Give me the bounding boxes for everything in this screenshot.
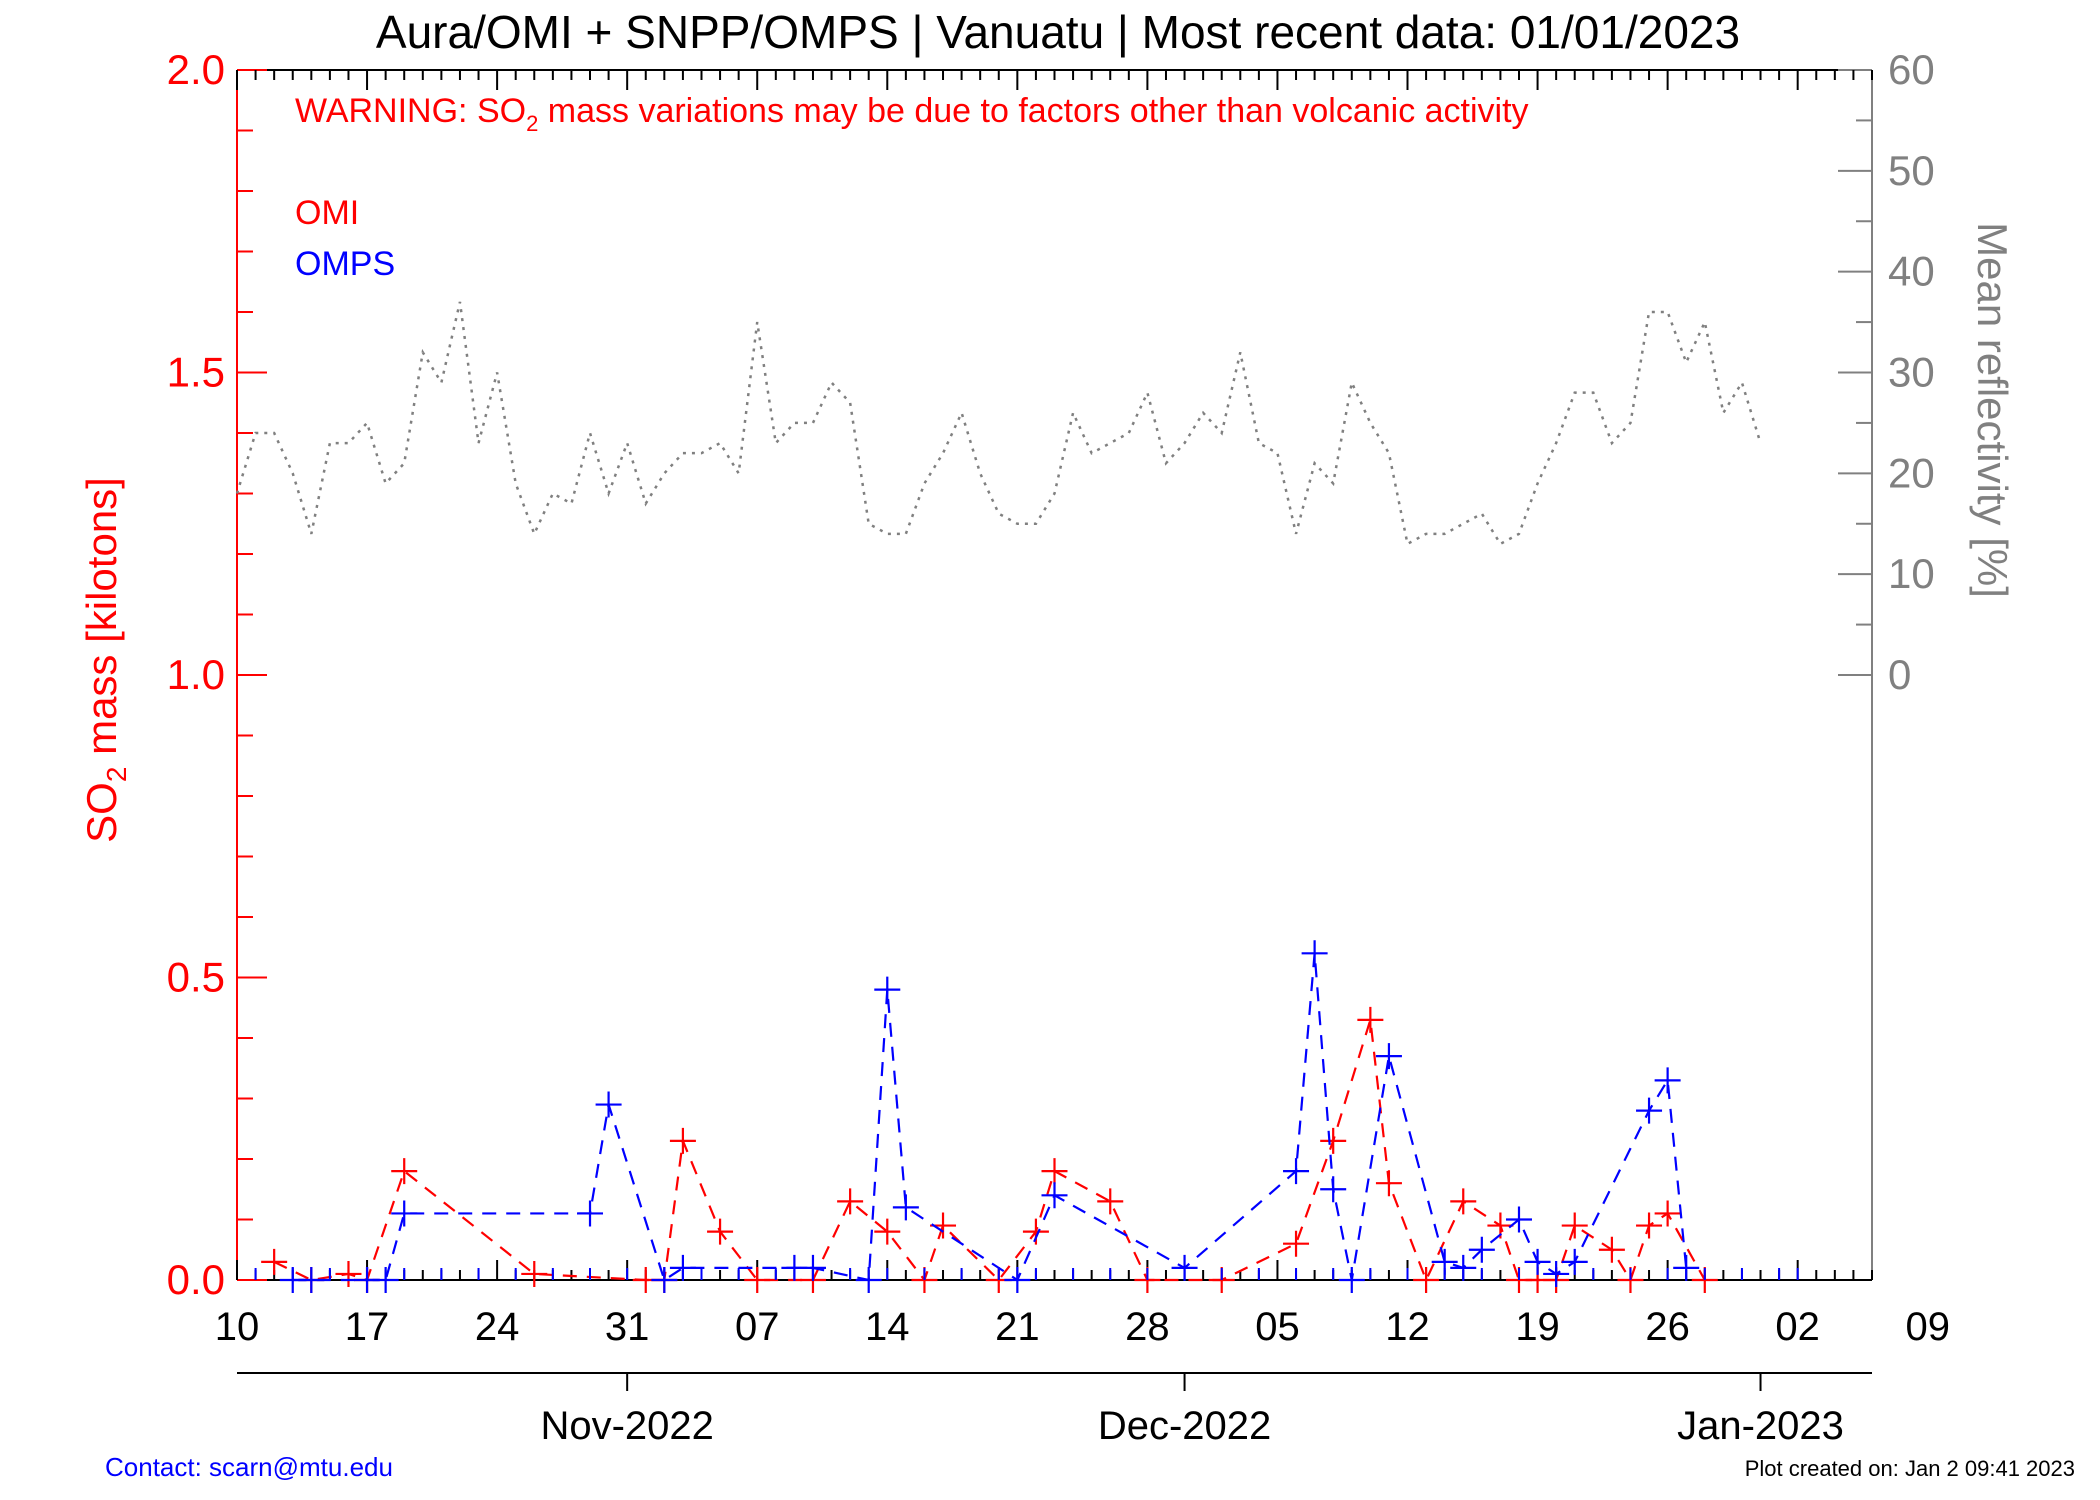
footer-contact: Contact: scarn@mtu.edu [105, 1452, 393, 1482]
omps-marker [1636, 1097, 1663, 1124]
x-tick-label: 02 [1775, 1305, 1820, 1349]
y-axis-left-label-part-2: mass [kilotons] [78, 477, 125, 766]
omi-series [261, 1006, 1718, 1293]
y-right-tick-label: 40 [1888, 248, 1935, 295]
chart-title: Aura/OMI + SNPP/OMPS | Vanuatu | Most re… [376, 6, 1740, 58]
axes-layer: 0.0 0.5 1.0 1.5 2.0 0 10 20 30 40 50 60 10 17 24 31 07 14… [167, 46, 1950, 1448]
y-right-tick-label: 50 [1888, 147, 1935, 194]
omps-line [292, 953, 1688, 1282]
omi-marker [1097, 1188, 1124, 1215]
y-left-tick-label: 0.0 [167, 1256, 225, 1303]
omps-marker [874, 976, 901, 1003]
omps-marker [1654, 1067, 1681, 1094]
y-right-tick-label: 10 [1888, 550, 1935, 597]
x-tick-label: 24 [475, 1305, 520, 1349]
footer-created: Plot created on: Jan 2 09:41 2023 [1745, 1456, 2075, 1481]
y-axis-left-label: SO2 mass [kilotons] [78, 477, 132, 843]
y-left-tick-label: 0.5 [167, 954, 225, 1001]
y-right-tick-label: 20 [1888, 449, 1935, 496]
omi-marker [1654, 1200, 1681, 1227]
omps-marker [855, 1267, 882, 1293]
omps-marker [1561, 1248, 1588, 1275]
omi-marker [1357, 1006, 1384, 1033]
omps-marker [595, 1091, 622, 1118]
x-tick-label: 31 [605, 1305, 650, 1349]
omps-marker [577, 1200, 604, 1227]
omi-marker [521, 1260, 548, 1287]
omi-marker [1283, 1230, 1310, 1257]
omi-marker [1561, 1212, 1588, 1239]
omi-marker [874, 1218, 901, 1245]
omi-marker [1598, 1236, 1625, 1263]
month-tick-label: Nov-2022 [540, 1404, 713, 1448]
omi-marker [1375, 1170, 1402, 1197]
legend-omi: OMI [295, 194, 359, 232]
omi-marker [669, 1127, 696, 1154]
omi-marker [707, 1218, 734, 1245]
legend-omps: OMPS [295, 245, 395, 283]
y-axis-right-label-text: Mean reflectivity [%] [1969, 222, 2016, 598]
omi-marker [335, 1260, 362, 1287]
y-right-tick-label: 60 [1888, 46, 1935, 93]
x-tick-label: 09 [1905, 1305, 1950, 1349]
omi-marker [1636, 1212, 1663, 1239]
y-axis-right-label: Mean reflectivity [%] [1969, 222, 2016, 598]
x-tick-label: 26 [1645, 1305, 1690, 1349]
reflectivity-series [235, 301, 1762, 546]
x-tick-label: 12 [1385, 1305, 1430, 1349]
month-tick-label: Dec-2022 [1098, 1404, 1271, 1448]
omps-marker [372, 1267, 399, 1293]
omps-marker [391, 1200, 418, 1227]
x-tick-label: 10 [215, 1305, 260, 1349]
omi-marker [837, 1188, 864, 1215]
omps-marker [1450, 1254, 1477, 1281]
omi-line [273, 1019, 1706, 1283]
omps-marker [1004, 1267, 1031, 1293]
omi-marker [1413, 1267, 1440, 1293]
y-axis-left-label-part-1: SO [78, 782, 125, 843]
omps-marker [1283, 1158, 1310, 1185]
x-tick-label: 19 [1515, 1305, 1560, 1349]
y-axis-left-label-subscript: 2 [101, 767, 132, 783]
omps-marker [669, 1254, 696, 1281]
omps-marker [1524, 1248, 1551, 1275]
y-left-tick-label: 1.5 [167, 349, 225, 396]
omi-marker [744, 1267, 771, 1293]
omps-marker [1505, 1206, 1532, 1233]
omps-marker [1673, 1254, 1700, 1281]
warning-text: WARNING: SO2 mass variations may be due … [295, 92, 1529, 136]
x-tick-label: 28 [1125, 1305, 1170, 1349]
y-left-tick-label: 2.0 [167, 46, 225, 93]
y-right-tick-label: 30 [1888, 349, 1935, 396]
omps-marker [1375, 1043, 1402, 1070]
omps-marker [1320, 1176, 1347, 1203]
x-tick-label: 05 [1255, 1305, 1300, 1349]
omps-marker [1338, 1267, 1365, 1293]
warning-text-part-2: mass variations may be due to factors ot… [538, 92, 1528, 130]
x-tick-label: 14 [865, 1305, 910, 1349]
omi-marker [1320, 1127, 1347, 1154]
y-left-tick-label: 1.0 [167, 651, 225, 698]
omi-marker [261, 1248, 288, 1275]
omi-marker [1450, 1188, 1477, 1215]
omps-marker [1468, 1236, 1495, 1263]
warning-subscript: 2 [526, 111, 538, 136]
mean-reflectivity-line [235, 301, 1762, 546]
x-tick-label: 07 [735, 1305, 780, 1349]
omps-marker [298, 1267, 325, 1293]
omi-marker [1022, 1218, 1049, 1245]
x-tick-label: 21 [995, 1305, 1040, 1349]
x-tick-label: 17 [345, 1305, 390, 1349]
omps-marker [1041, 1182, 1068, 1209]
omps-marker [1301, 940, 1328, 967]
omps-series [254, 940, 1799, 1293]
y-axis-left-label-text: SO2 mass [kilotons] [78, 477, 132, 843]
omi-marker [391, 1158, 418, 1185]
y-right-tick-label: 0 [1888, 651, 1911, 698]
warning-text-part-1: WARNING: SO [295, 92, 526, 130]
omi-marker [1041, 1158, 1068, 1185]
month-tick-label: Jan-2023 [1677, 1404, 1844, 1448]
omps-marker [892, 1194, 919, 1221]
